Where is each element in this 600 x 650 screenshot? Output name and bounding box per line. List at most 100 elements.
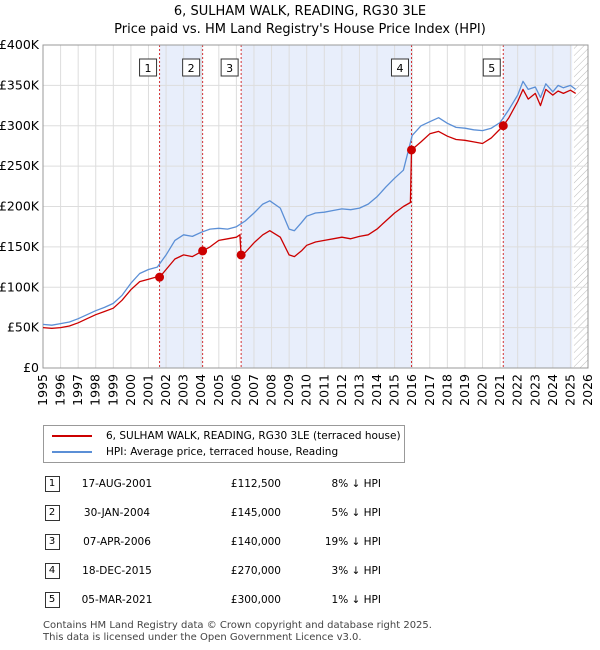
transaction-row: 3 07-APR-2006 £140,000 19% ↓ HPI bbox=[43, 527, 381, 556]
price-chart: £0 £50K £100K £150K £200K £250K £300K £350K £400… bbox=[0, 37, 595, 406]
x-tick-label: 1997 bbox=[70, 374, 85, 406]
x-tick-label: 2018 bbox=[439, 374, 454, 406]
x-tick-label: 2020 bbox=[475, 374, 490, 406]
x-tick-label: 1995 bbox=[35, 374, 50, 406]
footer-notice: Contains HM Land Registry data © Crown c… bbox=[43, 620, 432, 644]
x-tick-label: 2011 bbox=[316, 374, 331, 406]
sale-label-frame bbox=[220, 58, 239, 77]
transaction-date: 07-APR-2006 bbox=[83, 535, 151, 548]
y-tick-label: £50K bbox=[7, 320, 40, 335]
transaction-price: £145,000 bbox=[230, 506, 281, 519]
sale-label-frame bbox=[390, 58, 409, 77]
chart-title: 6, SULHAM WALK, READING, RG30 3LE bbox=[173, 4, 427, 19]
y-tick-label: £300K bbox=[0, 118, 40, 133]
transaction-date: 30-JAN-2004 bbox=[83, 506, 151, 519]
x-tick-label: 2013 bbox=[351, 374, 366, 406]
sale-label-frame bbox=[182, 58, 201, 77]
transaction-number: 2 bbox=[44, 504, 60, 521]
transaction-price: £300,000 bbox=[230, 593, 281, 606]
transaction-number: 5 bbox=[44, 591, 60, 608]
sale-label-box: 3 bbox=[220, 58, 239, 77]
transaction-row: 4 18-DEC-2015 £270,000 3% ↓ HPI bbox=[43, 556, 381, 585]
sale-label-frame bbox=[139, 58, 158, 77]
sale-label-box: 5 bbox=[482, 58, 501, 77]
transaction-hpi-diff: 8% ↓ HPI bbox=[331, 477, 381, 490]
legend-swatch-property bbox=[52, 435, 92, 437]
transaction-row: 5 05-MAR-2021 £300,000 1% ↓ HPI bbox=[43, 585, 381, 614]
sale-label-number: 2 bbox=[188, 62, 195, 75]
transaction-price: £140,000 bbox=[230, 535, 281, 548]
transaction-price: £270,000 bbox=[230, 564, 281, 577]
legend-label-hpi: HPI: Average price, terraced house, Read… bbox=[106, 446, 339, 458]
x-tick-label: 1996 bbox=[53, 374, 68, 406]
transaction-date: 17-AUG-2001 bbox=[81, 477, 153, 490]
transaction-hpi-diff: 5% ↓ HPI bbox=[331, 506, 381, 519]
x-tick-label: 2025 bbox=[562, 374, 577, 406]
transaction-row: 1 17-AUG-2001 £112,500 8% ↓ HPI bbox=[43, 469, 381, 498]
x-tick-label: 2006 bbox=[228, 374, 243, 406]
sale-label-number: 3 bbox=[226, 62, 233, 75]
x-tick-label: 2007 bbox=[246, 374, 261, 406]
sale-point bbox=[155, 272, 165, 282]
sale-label-number: 1 bbox=[145, 62, 152, 75]
x-tick-label: 2021 bbox=[492, 374, 507, 406]
y-tick-label: £150K bbox=[0, 239, 40, 254]
sale-point bbox=[406, 145, 416, 155]
footer-license: This data is licensed under the Open Gov… bbox=[43, 632, 362, 643]
x-tick-label: 2009 bbox=[281, 374, 296, 406]
y-tick-label: £100K bbox=[0, 279, 40, 294]
x-tick-label: 2000 bbox=[123, 374, 138, 406]
x-tick-label: 2014 bbox=[369, 374, 384, 406]
footer-copyright: Contains HM Land Registry data © Crown c… bbox=[43, 620, 432, 631]
x-tick-label: 2012 bbox=[334, 374, 349, 406]
x-tick-label: 2019 bbox=[457, 374, 472, 406]
x-tick-label: 2003 bbox=[176, 374, 191, 406]
x-tick-label: 2017 bbox=[422, 374, 437, 406]
x-tick-label: 2005 bbox=[211, 374, 226, 406]
y-tick-label: £350K bbox=[0, 77, 40, 92]
legend-item-hpi: HPI: Average price, terraced house, Read… bbox=[52, 444, 338, 460]
x-tick-label: 2008 bbox=[264, 374, 279, 406]
x-tick-label: 2022 bbox=[510, 374, 525, 406]
transaction-date: 18-DEC-2015 bbox=[82, 564, 152, 577]
sale-point bbox=[236, 250, 246, 260]
y-tick-label: £400K bbox=[0, 37, 40, 52]
sale-label-number: 5 bbox=[488, 62, 495, 75]
sale-label-box: 4 bbox=[390, 58, 409, 77]
legend-swatch-hpi bbox=[52, 451, 92, 453]
transaction-hpi-diff: 19% ↓ HPI bbox=[324, 535, 381, 548]
y-tick-label: £250K bbox=[0, 158, 40, 173]
x-tick-label: 2023 bbox=[527, 374, 542, 406]
x-tick-label: 2002 bbox=[158, 374, 173, 406]
transaction-row: 2 30-JAN-2004 £145,000 5% ↓ HPI bbox=[43, 498, 381, 527]
sale-label-box: 2 bbox=[182, 58, 201, 77]
plot-frame bbox=[42, 44, 589, 369]
y-tick-label: £0 bbox=[23, 360, 39, 375]
sale-label-number: 4 bbox=[396, 62, 403, 75]
transaction-hpi-diff: 3% ↓ HPI bbox=[331, 564, 381, 577]
x-tick-label: 2015 bbox=[387, 374, 402, 406]
legend-label-property: 6, SULHAM WALK, READING, RG30 3LE (terra… bbox=[106, 430, 401, 442]
transaction-number: 1 bbox=[44, 475, 60, 492]
transaction-hpi-diff: 1% ↓ HPI bbox=[331, 593, 381, 606]
x-tick-label: 1998 bbox=[88, 374, 103, 406]
y-tick-label: £200K bbox=[0, 199, 40, 214]
chart-subtitle: Price paid vs. HM Land Registry's House … bbox=[114, 22, 486, 37]
legend-item-property: 6, SULHAM WALK, READING, RG30 3LE (terra… bbox=[52, 428, 401, 444]
x-tick-label: 2026 bbox=[580, 374, 595, 406]
transaction-price: £112,500 bbox=[230, 477, 281, 490]
hpi-line bbox=[42, 80, 577, 326]
sale-point bbox=[198, 246, 208, 256]
sale-point bbox=[498, 121, 508, 131]
x-tick-label: 2010 bbox=[299, 374, 314, 406]
x-tick-label: 1999 bbox=[105, 374, 120, 406]
x-tick-label: 2024 bbox=[545, 374, 560, 406]
transaction-number: 4 bbox=[44, 562, 60, 579]
x-tick-label: 2016 bbox=[404, 374, 419, 406]
x-tick-label: 2001 bbox=[140, 374, 155, 406]
transactions-table: 1 17-AUG-2001 £112,500 8% ↓ HPI 2 30-JAN-2004… bbox=[43, 469, 381, 614]
sale-label-box: 1 bbox=[139, 58, 158, 77]
transaction-date: 05-MAR-2021 bbox=[81, 593, 153, 606]
x-tick-label: 2004 bbox=[193, 374, 208, 406]
transaction-number: 3 bbox=[44, 533, 60, 550]
